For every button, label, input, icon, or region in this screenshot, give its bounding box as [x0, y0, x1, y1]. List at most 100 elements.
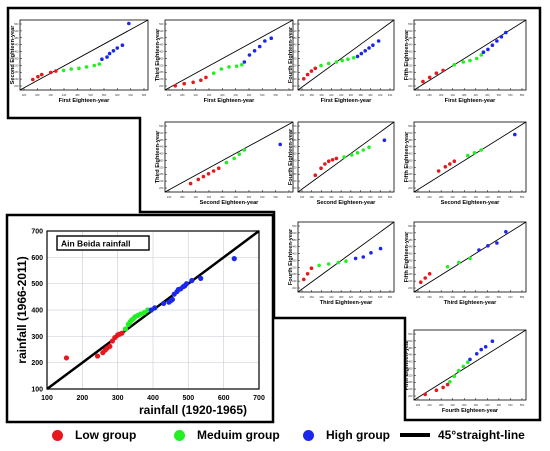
low-point [323, 162, 327, 166]
medium-point [465, 153, 470, 158]
high-point [504, 230, 508, 234]
y-tick-label: 520 [14, 29, 19, 33]
x-tick-label: 520 [260, 93, 265, 97]
medium-point [361, 148, 366, 152]
y-tick-label: 360 [408, 56, 413, 60]
x-tick-label: 280 [439, 403, 444, 407]
medium-point [237, 152, 242, 156]
x-tick-label: 420 [474, 93, 479, 97]
y-axis-label: Second Eighteen-year [10, 25, 16, 85]
x-tick-label: 480 [359, 195, 364, 199]
y-tick-label: 400 [292, 252, 297, 256]
x-tick-label: 260 [427, 295, 432, 299]
x-tick-label: 360 [462, 195, 467, 199]
diagonal-line [297, 19, 395, 91]
medium-point [461, 60, 466, 64]
low-point [196, 177, 201, 182]
high-point [359, 51, 364, 56]
legend: Low group Meduim group High group 45°str… [0, 422, 550, 450]
high-point [355, 54, 360, 59]
low-point [305, 272, 310, 276]
medium-point [319, 63, 323, 68]
y-tick-label: 440 [159, 145, 164, 149]
x-axis-label: Second Eighteen-year [441, 200, 501, 206]
low-point [423, 392, 428, 397]
medium-point [340, 58, 344, 63]
x-tick-label: 220 [300, 295, 305, 299]
low-point [313, 66, 318, 71]
high-point [252, 49, 257, 53]
y-tick-label: 480 [408, 346, 413, 350]
low-point [441, 68, 445, 73]
medium-point [344, 259, 348, 264]
straight-line-marker [400, 433, 430, 437]
x-tick-label: 360 [349, 93, 354, 97]
medium-point [452, 374, 457, 379]
high-point [247, 53, 252, 57]
y-tick-label: 560 [408, 224, 413, 228]
y-tick-label: 360 [292, 158, 297, 162]
y-tick-label: 200 [292, 186, 297, 190]
low-point [188, 181, 193, 186]
x-tick-label: 400 [368, 93, 373, 97]
medium-point [468, 256, 472, 261]
x-tick-label: 600 [287, 195, 292, 199]
x-tick-label: 240 [167, 93, 172, 97]
high-point [105, 55, 109, 59]
y-tick-label: 700 [31, 229, 43, 236]
x-tick-label: 400 [220, 93, 225, 97]
legend-item-low: Low group [52, 428, 136, 442]
medium-point [457, 368, 461, 373]
y-tick-label: 360 [159, 158, 164, 162]
x-axis-label: rainfall (1920-1965) [139, 403, 247, 417]
small-scatter-7: 200 240 280 320 360 400 440 480 520 560 200 240 280 3… [404, 121, 527, 206]
high-point [513, 132, 517, 137]
medium-point [334, 60, 339, 64]
high-point [278, 142, 283, 147]
y-tick-label: 480 [408, 36, 413, 40]
y-tick-label: 440 [408, 245, 413, 249]
x-tick-label: 500 [497, 295, 502, 299]
y-tick-label: 480 [292, 138, 297, 142]
small-scatter-2: 240 280 320 360 400 440 480 520 560 600 200 240 280 3… [155, 19, 294, 104]
y-tick-label: 280 [408, 380, 413, 384]
y-tick-label: 240 [408, 387, 413, 391]
y-tick-label: 280 [408, 272, 413, 276]
x-tick-label: 320 [329, 93, 334, 97]
y-tick-label: 400 [14, 50, 19, 54]
high-point [490, 43, 495, 47]
x-tick-label: 700 [253, 395, 265, 402]
high-point [486, 244, 490, 248]
small-scatter-1: 320 360 400 440 480 520 560 600 640 680 200 240 280 3… [10, 19, 149, 104]
y-tick-label: 520 [408, 231, 413, 235]
y-tick-label: 560 [408, 124, 413, 128]
x-tick-label: 300 [112, 395, 124, 402]
x-tick-label: 560 [520, 195, 525, 199]
y-tick-label: 240 [408, 279, 413, 283]
y-tick-label: 400 [408, 252, 413, 256]
low-point [448, 162, 452, 166]
y-tick-label: 360 [408, 258, 413, 262]
main-scatter-chart: 100 200 300 400 500 600 700 100 200 300 400 500 600 7… [15, 229, 265, 418]
medium-point [336, 260, 341, 265]
y-tick-label: 320 [408, 165, 413, 169]
x-tick-label: 480 [497, 403, 502, 407]
y-tick-label: 240 [408, 77, 413, 81]
x-tick-label: 600 [218, 395, 230, 402]
y-tick-label: 360 [408, 158, 413, 162]
small-scatter-6: 240 280 320 360 400 440 480 520 560 600 200 240 280 3… [288, 121, 395, 206]
y-tick-label: 280 [159, 70, 164, 74]
x-tick-label: 560 [102, 93, 107, 97]
legend-label-line: 45°straight-line [438, 428, 525, 442]
medium-point [468, 58, 472, 63]
medium-point [224, 160, 229, 165]
medium-point [84, 65, 89, 69]
y-tick-label: 520 [159, 29, 164, 33]
y-tick-label: 560 [14, 22, 19, 26]
x-tick-label: 400 [147, 395, 159, 402]
y-tick-label: 360 [292, 56, 297, 60]
chart-title: Ain Beida rainfall [61, 239, 130, 249]
x-tick-label: 360 [207, 195, 212, 199]
y-tick-label: 440 [14, 43, 19, 47]
low-point [301, 77, 306, 81]
